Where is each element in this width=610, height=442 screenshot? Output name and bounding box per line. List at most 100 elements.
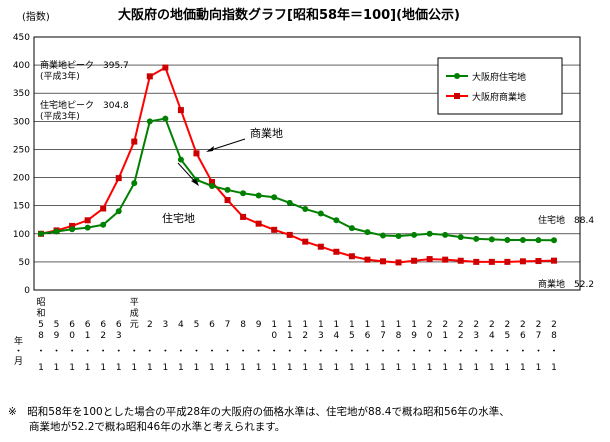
x-tick-label: 25 ・ 1 <box>503 320 512 373</box>
x-tick-dot: ・ <box>192 347 201 357</box>
x-tick-char: 1 <box>333 320 339 330</box>
point-commercial <box>426 256 433 263</box>
x-tick-month: 1 <box>100 363 106 373</box>
x-tick-label: 60 ・ 1 <box>68 320 77 373</box>
x-tick-char: 2 <box>520 320 526 330</box>
point-residential <box>364 229 371 236</box>
x-tick-label: 6 ・ 1 <box>207 320 216 373</box>
point-commercial <box>333 248 340 255</box>
row-label-dot: ・ <box>14 347 23 357</box>
y-tick-label: 150 <box>13 202 30 212</box>
residential-end-label: 住宅地 88.4 <box>538 214 594 226</box>
x-tick-char: 2 <box>489 320 495 330</box>
point-residential <box>302 206 309 213</box>
x-tick-month: 1 <box>302 363 308 373</box>
y-axis-unit: (指数) <box>22 12 50 23</box>
x-tick-dot: ・ <box>347 347 356 357</box>
x-tick-label: 7 ・ 1 <box>223 320 232 373</box>
x-tick-char: 2 <box>458 331 464 341</box>
x-tick-char: 1 <box>442 331 448 341</box>
point-commercial <box>271 226 278 233</box>
x-tick-char: 8 <box>240 320 246 330</box>
commercial-end-label: 商業地 52.2 <box>538 278 594 290</box>
x-tick-month: 1 <box>504 363 510 373</box>
x-tick-char: 8 <box>551 331 557 341</box>
x-tick-char: 6 <box>69 320 75 330</box>
x-tick-char: 9 <box>411 331 417 341</box>
point-residential <box>177 156 184 163</box>
x-tick-label: 23 ・ 1 <box>472 320 481 373</box>
x-tick-month: 1 <box>85 363 91 373</box>
x-tick-char: 8 <box>38 331 44 341</box>
x-tick-dot: ・ <box>316 347 325 357</box>
x-tick-dot: ・ <box>456 347 465 357</box>
y-tick-label: 200 <box>13 174 30 184</box>
x-tick-dot: ・ <box>285 347 294 357</box>
commercial-peak-annotation: 商業地ピーク 395.7 <box>40 59 129 71</box>
point-residential <box>519 236 526 243</box>
x-tick-char: 1 <box>271 320 277 330</box>
row-label-month: 月 <box>14 356 23 367</box>
x-tick-month: 1 <box>178 363 184 373</box>
x-tick-dot: ・ <box>223 347 232 357</box>
footnote-line-1: ※ 昭和58年を100とした場合の平成28年の大阪府の価格水準は、住宅地が88.… <box>8 406 510 418</box>
x-tick-char: 元 <box>130 320 139 330</box>
x-tick-label: 26 ・ 1 <box>518 320 527 373</box>
x-tick-label: 2 ・ 1 <box>145 320 154 373</box>
x-tick-label: 16・1 <box>363 320 372 373</box>
x-tick-label: 22 ・ 1 <box>456 320 465 373</box>
x-tick-char: 5 <box>504 331 510 341</box>
point-commercial <box>411 257 418 264</box>
y-tick-label: 450 <box>13 33 30 43</box>
x-tick-char: 6 <box>100 320 106 330</box>
x-tick-dot: ・ <box>301 347 310 357</box>
commercial-arrow-line <box>207 138 246 152</box>
point-commercial <box>146 73 153 80</box>
point-residential <box>551 237 557 244</box>
point-commercial <box>535 258 542 265</box>
point-commercial <box>317 243 324 250</box>
x-tick-char: 2 <box>551 320 557 330</box>
x-tick-dot: ・ <box>503 347 512 357</box>
point-residential <box>488 236 495 243</box>
x-tick-char: 1 <box>411 320 417 330</box>
x-tick-dot: ・ <box>394 347 403 357</box>
x-tick-label: 19・1 <box>410 320 419 373</box>
x-tick-dot: ・ <box>363 347 372 357</box>
chart-title: 大阪府の地価動向指数グラフ[昭和58年＝100](地価公示) <box>118 8 460 23</box>
x-tick-month: 1 <box>551 363 557 373</box>
x-tick-label: 61・1 <box>83 320 92 373</box>
x-tick-label: 28 ・ 1 <box>549 320 558 373</box>
point-commercial <box>131 138 138 145</box>
x-tick-month: 1 <box>520 363 526 373</box>
point-residential <box>426 230 433 237</box>
x-tick-char: 1 <box>302 320 308 330</box>
x-tick-char: 7 <box>380 331 386 341</box>
point-commercial <box>177 107 184 114</box>
x-tick-char: 2 <box>442 320 448 330</box>
point-residential <box>395 233 402 240</box>
x-tick-char: 8 <box>396 331 402 341</box>
x-tick-month: 1 <box>396 363 402 373</box>
point-residential <box>380 232 386 239</box>
x-tick-label: 27 ・ 1 <box>534 320 543 373</box>
point-residential <box>53 228 60 235</box>
x-tick-char: 9 <box>54 331 60 341</box>
x-tick-dot: ・ <box>270 347 279 357</box>
x-tick-char: 3 <box>116 331 122 341</box>
x-tick-char: 昭 <box>36 297 45 308</box>
point-residential <box>255 192 262 199</box>
x-tick-char: 1 <box>396 320 402 330</box>
x-tick-char: 1 <box>380 320 386 330</box>
x-tick-month: 1 <box>240 363 246 373</box>
point-residential <box>317 210 324 217</box>
x-tick-char: 9 <box>256 320 262 330</box>
x-tick-dot: ・ <box>161 347 170 357</box>
x-tick-char: 5 <box>38 320 44 330</box>
point-residential <box>162 115 169 122</box>
x-tick-char: 1 <box>85 331 91 341</box>
row-label-year: 年 <box>14 335 23 347</box>
x-tick-dot: ・ <box>254 347 263 357</box>
point-residential <box>100 221 107 228</box>
x-tick-label: 平成元・ 1 <box>130 297 139 373</box>
